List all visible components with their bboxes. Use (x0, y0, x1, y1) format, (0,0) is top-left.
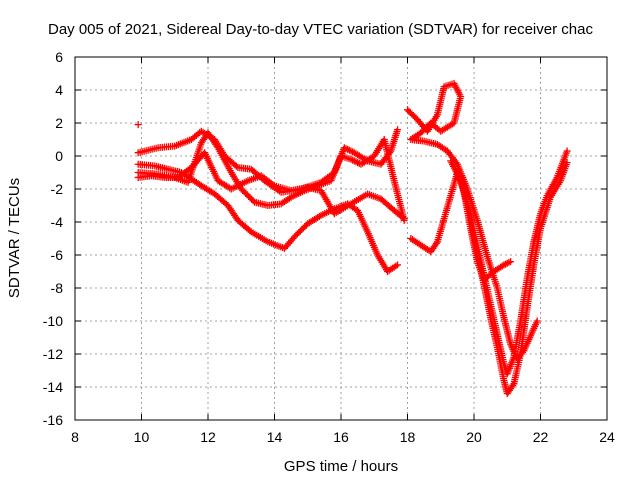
x-tick-label: 24 (599, 429, 615, 445)
data-point-marker (509, 381, 517, 389)
y-tick-label: -6 (51, 247, 64, 263)
x-tick-label: 10 (134, 429, 150, 445)
data-point-marker (232, 162, 240, 170)
data-point-marker (269, 180, 277, 188)
data-point-marker (563, 147, 571, 155)
data-point-marker (533, 317, 541, 325)
x-tick-label: 14 (267, 429, 283, 445)
y-tick-label: 2 (55, 115, 63, 131)
data-series (134, 79, 571, 398)
y-tick-label: -10 (43, 313, 63, 329)
data-point-marker (394, 126, 402, 134)
y-tick-label: -2 (51, 181, 64, 197)
x-tick-label: 18 (400, 429, 416, 445)
x-tick-label: 22 (533, 429, 549, 445)
data-point-marker (344, 145, 352, 153)
data-point-marker (507, 258, 515, 266)
grid-lines (75, 57, 607, 420)
data-point-marker (350, 157, 358, 165)
y-tick-label: -8 (51, 280, 64, 296)
data-point-marker (315, 212, 323, 220)
series-track-c (134, 160, 402, 275)
data-point-marker (342, 145, 350, 153)
chart-title: Day 005 of 2021, Sidereal Day-to-day VTE… (48, 21, 593, 38)
data-point-marker (347, 155, 355, 163)
data-point-marker (340, 144, 348, 152)
data-point-marker (432, 239, 440, 247)
y-tick-label: -16 (43, 412, 63, 428)
data-point-marker (347, 147, 355, 155)
series-track-e (134, 121, 142, 129)
data-point-marker (349, 156, 357, 164)
data-point-marker (400, 215, 408, 223)
x-tick-label: 8 (71, 429, 79, 445)
axis-ticks (74, 56, 608, 421)
data-point-marker (285, 194, 293, 202)
data-point-marker (345, 146, 353, 154)
y-tick-label: 6 (55, 49, 63, 65)
data-point-marker (502, 260, 510, 268)
x-tick-label: 16 (333, 429, 349, 445)
y-tick-labels: -16 -14 -12 -10 -8 -6 -4 -2 0 2 4 6 (43, 49, 63, 428)
x-axis-title: GPS time / hours (284, 458, 398, 475)
x-tick-label: 12 (200, 429, 216, 445)
data-point-marker (503, 259, 511, 267)
data-point-marker (399, 213, 407, 221)
y-axis-title: SDTVAR / TECUs (6, 178, 23, 298)
data-point-marker (392, 262, 400, 270)
series-track-i (453, 165, 515, 284)
y-tick-label: -12 (43, 346, 63, 362)
x-tick-label: 20 (466, 429, 482, 445)
y-tick-label: 4 (55, 82, 63, 98)
y-tick-label: 0 (55, 148, 63, 164)
series-track-d (134, 149, 408, 223)
x-tick-labels: 8 10 12 14 16 18 20 22 24 (71, 429, 615, 445)
y-tick-label: -14 (43, 379, 63, 395)
data-point-marker (134, 121, 142, 129)
data-point-marker (394, 261, 402, 269)
data-point-marker (352, 158, 360, 166)
y-tick-label: -4 (51, 214, 64, 230)
data-point-marker (505, 258, 513, 266)
data-point-marker (500, 261, 508, 269)
data-point-marker (213, 142, 221, 150)
series-track-f (404, 79, 541, 363)
